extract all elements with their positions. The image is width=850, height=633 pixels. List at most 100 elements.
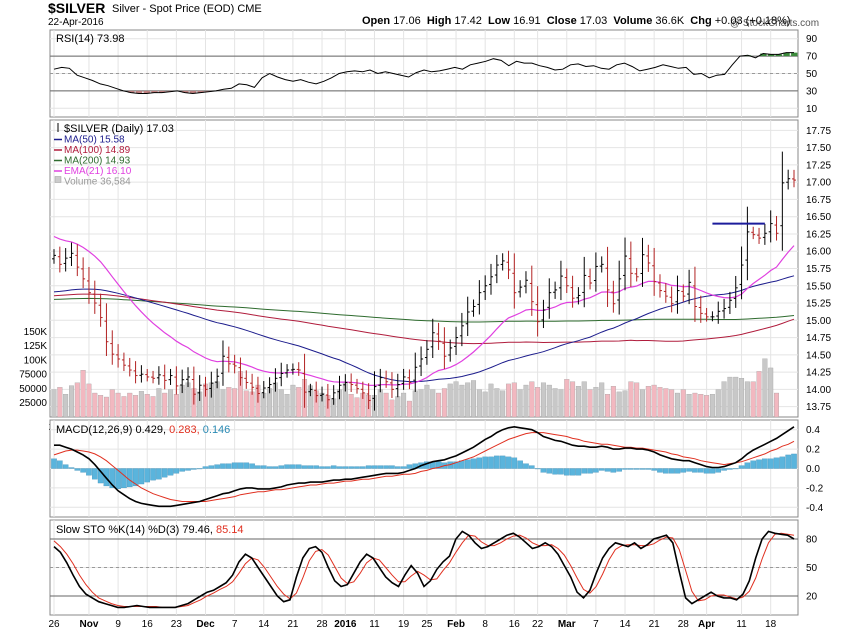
price-bar xyxy=(780,151,785,251)
price-tick-label: 13.75 xyxy=(806,402,831,413)
volume-bar xyxy=(144,394,150,418)
volume-bar xyxy=(63,394,69,418)
sto-x-tick-label: 28 xyxy=(678,619,690,630)
macd-histogram-bar xyxy=(144,468,151,483)
macd-histogram-bar xyxy=(278,465,285,469)
macd-histogram-bar xyxy=(727,468,733,470)
price-bar xyxy=(267,377,272,394)
volume-bar xyxy=(220,389,226,418)
macd-histogram-bar xyxy=(266,466,273,469)
price-tick-label: 14.00 xyxy=(806,385,831,396)
volume-bar xyxy=(616,391,622,418)
macd-histogram-bar xyxy=(517,460,523,469)
price-bar xyxy=(98,293,103,327)
volume-bar xyxy=(605,394,611,418)
macd-histogram-bar xyxy=(494,455,500,469)
volume-bar xyxy=(430,389,436,418)
volume-bar xyxy=(383,392,389,418)
price-bar xyxy=(722,298,727,319)
volume-bar xyxy=(424,384,430,418)
macd-histogram-bar xyxy=(482,456,488,469)
volume-bar xyxy=(447,383,453,418)
price-bar xyxy=(576,287,581,305)
price-bar xyxy=(646,244,651,272)
price-bar xyxy=(151,370,156,384)
volume-bar xyxy=(92,392,98,418)
macd-histogram-bar xyxy=(686,468,692,472)
price-bar xyxy=(220,340,225,386)
price-bar xyxy=(354,378,359,394)
price-bar xyxy=(162,364,167,390)
price-tick-label: 17.75 xyxy=(806,126,831,137)
macd-line xyxy=(54,425,795,508)
price-bar xyxy=(704,308,709,322)
macd-histogram-bar xyxy=(132,468,139,487)
macd-histogram-bar xyxy=(173,468,180,474)
volume-bar xyxy=(150,396,156,418)
macd-histogram-bar xyxy=(330,465,337,469)
price-bar xyxy=(518,280,523,298)
price-bar xyxy=(133,361,138,384)
macd-histogram-bar xyxy=(290,464,296,469)
macd-histogram-bar xyxy=(354,466,360,469)
symbol-description: Silver - Spot Price (EOD) CME xyxy=(112,3,262,15)
macd-histogram-bar xyxy=(779,456,786,469)
volume-bar xyxy=(674,392,680,418)
rsi-tick-label: 50 xyxy=(806,69,818,80)
price-bar xyxy=(308,383,313,397)
price-tick-label: 15.75 xyxy=(806,264,831,275)
price-tick-label: 16.25 xyxy=(806,229,831,240)
macd-histogram-bar xyxy=(680,468,687,473)
macd-histogram-bar xyxy=(220,463,226,469)
macd-histogram-bar xyxy=(598,468,605,471)
volume-bar xyxy=(57,387,63,418)
macd-legend: MACD(12,26,9) 0.429, 0.283, 0.146 xyxy=(56,424,230,436)
volume-bar xyxy=(249,391,255,418)
macd-histogram-bar xyxy=(208,465,215,469)
price-bar xyxy=(81,257,86,289)
macd-histogram-bar xyxy=(389,465,395,469)
price-bar xyxy=(57,246,62,273)
price-bar xyxy=(623,237,628,291)
macd-histogram-bar xyxy=(785,454,791,469)
price-bar xyxy=(255,376,260,403)
macd-histogram-bar xyxy=(196,468,203,470)
ma50-legend: MA(50) 15.58 xyxy=(64,135,125,146)
price-tick-label: 17.00 xyxy=(806,178,831,189)
price-tick-label: 17.25 xyxy=(806,160,831,171)
macd-histogram-bar xyxy=(161,468,168,478)
price-bar xyxy=(442,327,447,370)
macd-histogram-bar xyxy=(226,463,232,469)
volume-bar xyxy=(441,388,447,418)
volume-bar xyxy=(529,381,535,418)
price-bar xyxy=(675,275,680,314)
sto-x-tick-label: 23 xyxy=(171,619,183,630)
price-bar xyxy=(733,275,738,308)
price-bar xyxy=(762,223,767,245)
macd-histogram-bar xyxy=(697,468,704,473)
macd-histogram-bar xyxy=(237,462,244,469)
macd-histogram-bar xyxy=(488,456,494,469)
price-bar xyxy=(459,312,464,347)
price-bar xyxy=(343,374,348,392)
macd-histogram-bar xyxy=(744,462,751,469)
volume-bar xyxy=(290,384,296,418)
volume-bar xyxy=(540,382,546,418)
macd-histogram-bar xyxy=(540,468,547,473)
macd-histogram-bar xyxy=(633,468,640,470)
sto-x-tick-label: 21 xyxy=(287,619,299,630)
volume-bar xyxy=(622,390,628,418)
macd-histogram-bar xyxy=(645,468,652,470)
macd-histogram-bar xyxy=(126,468,133,488)
macd-histogram-bar xyxy=(307,465,314,469)
volume-bar xyxy=(645,386,651,418)
rsi-tick-label: 90 xyxy=(806,34,818,45)
macd-histogram-bar xyxy=(400,466,407,469)
sto-x-tick-label: 9 xyxy=(115,619,121,630)
price-bar xyxy=(401,368,406,390)
price-bar xyxy=(104,303,109,356)
volume-bar xyxy=(546,384,552,418)
price-bar xyxy=(494,254,499,284)
macd-histogram-bar xyxy=(57,460,63,469)
macd-histogram-bar xyxy=(505,456,512,469)
